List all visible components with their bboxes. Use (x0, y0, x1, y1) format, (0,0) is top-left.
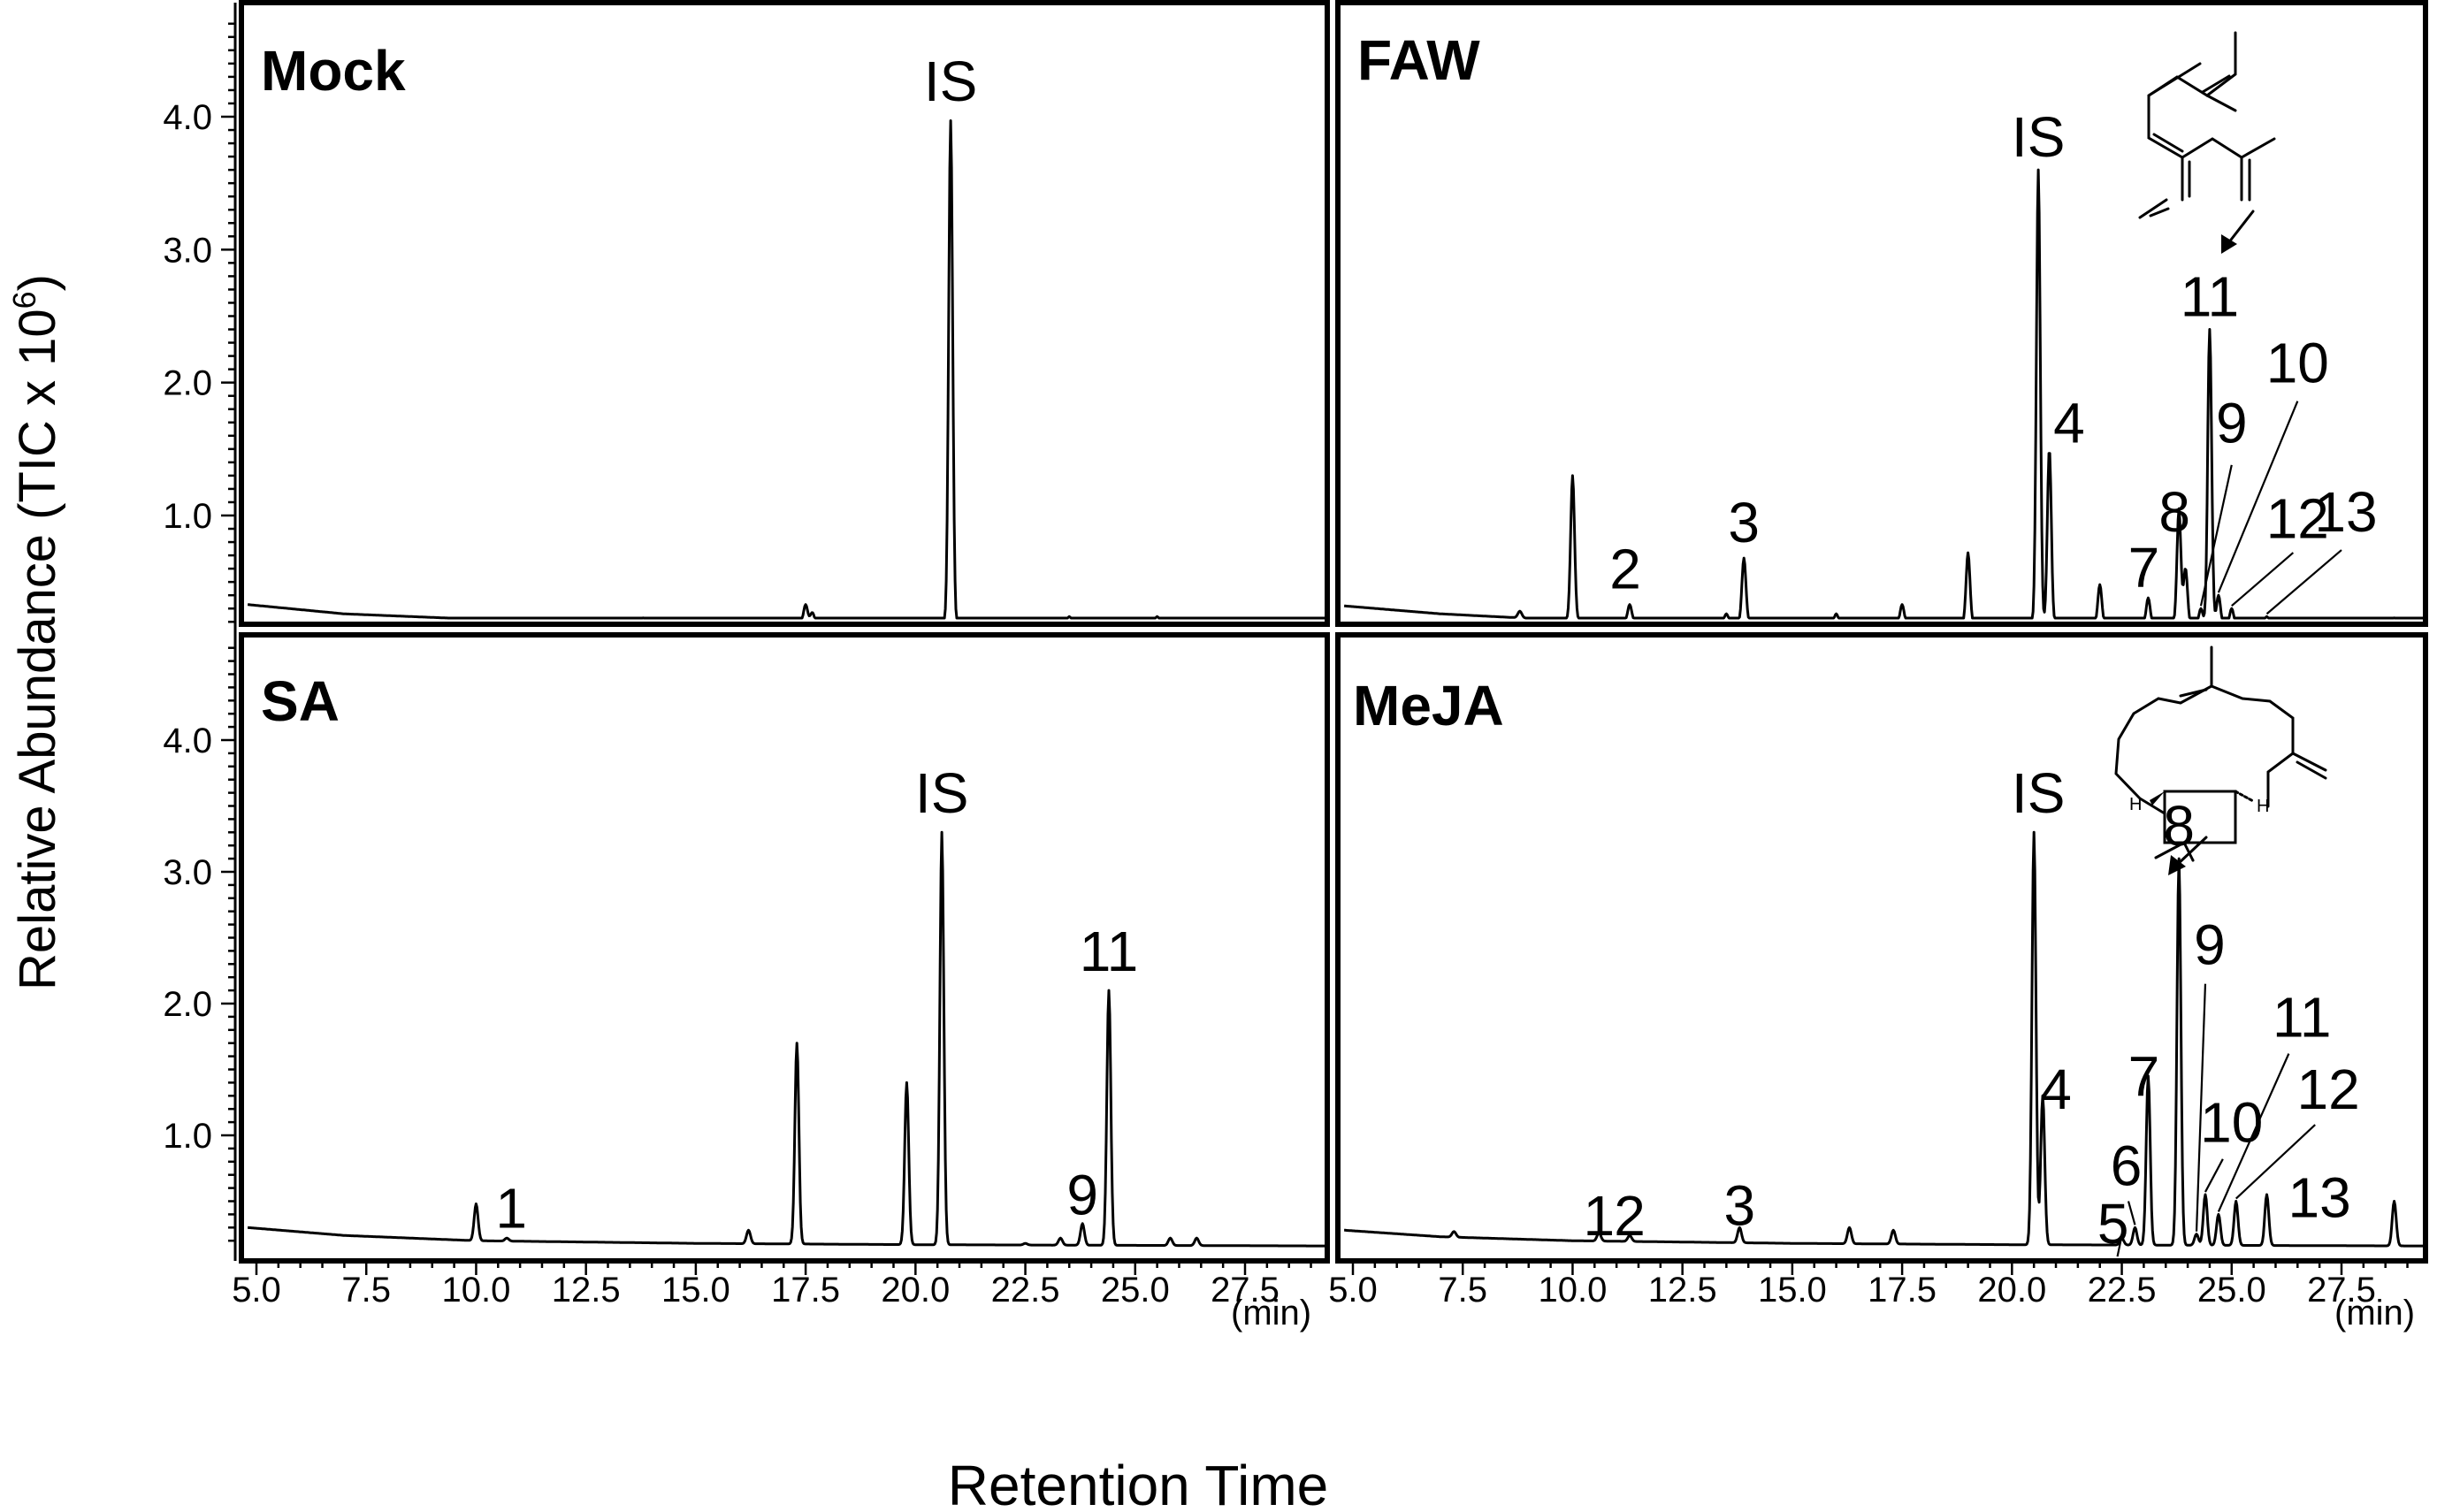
peak-label: IS (924, 50, 977, 113)
peak-leader-line (2265, 549, 2342, 615)
peak-label: 1 (495, 1176, 527, 1240)
panel-title-mock: Mock (261, 39, 406, 103)
panel-frame-faw (1335, 0, 2428, 627)
chromatogram-trace-mock (247, 119, 1327, 620)
peak-label: 12 (2266, 487, 2329, 551)
meja-arrow-icon (2168, 836, 2208, 875)
x-tick-label: 7.5 (1438, 1271, 1487, 1310)
chromatogram-traces (247, 119, 2426, 1248)
x-tick-label: 15.0 (1758, 1271, 1827, 1310)
x-tick-label: 20.0 (881, 1271, 950, 1310)
x-tick-label: 25.0 (1101, 1271, 1170, 1310)
peak-label: 11 (2273, 985, 2331, 1049)
peak-label: 3 (1728, 491, 1760, 554)
beta-caryophyllene-structure-icon: H H (2114, 645, 2327, 862)
peak-leader-line (2199, 464, 2233, 607)
peak-label: 11 (2181, 265, 2239, 329)
y-tick-label: 2.0 (163, 985, 212, 1024)
panel-frame-sa (239, 632, 1330, 1264)
peak-label: 2 (1614, 1184, 1646, 1248)
x-tick-label: 5.0 (232, 1271, 281, 1310)
x-tick-label: 10.0 (442, 1271, 511, 1310)
x-unit-label-right: (min) (2334, 1294, 2415, 1333)
x-tick-label: 22.5 (991, 1271, 1060, 1310)
y-tick-label: 3.0 (163, 231, 212, 270)
chromatogram-trace-faw (1343, 168, 2426, 620)
peak-label: IS (915, 761, 968, 825)
caryophyllene-h-right: H (2257, 797, 2269, 816)
peak-label: 12 (2296, 1058, 2359, 1121)
peak-label: 7 (2128, 1044, 2160, 1108)
x-tick-label: 12.5 (1648, 1271, 1717, 1310)
caryophyllene-h-left: H (2129, 795, 2142, 814)
x-tick-label: 27.5 (2307, 1271, 2376, 1310)
y-axis-ticks: 1.0 2.0 3.0 4.0 1.0 2.0 3.0 4.0 (163, 22, 235, 1242)
y-tick-label: 3.0 (163, 853, 212, 892)
panel-frame-meja (1335, 632, 2428, 1264)
peak-leader-line (2235, 1124, 2316, 1200)
peak-label: 13 (2288, 1165, 2351, 1229)
x-axis-ticks: 5.0 7.5 10.0 12.5 15.0 17.5 20.0 22.5 25.0 27.5 5.… (232, 1261, 2409, 1310)
panel-title-meja: MeJA (1353, 674, 1504, 737)
y-tick-label: 4.0 (163, 98, 212, 137)
peak-label: 3 (1723, 1173, 1755, 1237)
peak-leader-line (2127, 1201, 2136, 1226)
x-tick-label: 22.5 (2088, 1271, 2157, 1310)
peak-leader-line (2231, 552, 2295, 607)
peak-label: 9 (2194, 913, 2226, 976)
x-tick-label: 17.5 (1868, 1271, 1937, 1310)
x-unit-label-left: (min) (1231, 1294, 1311, 1333)
peak-label: 7 (2128, 536, 2160, 599)
x-tick-label: 12.5 (552, 1271, 621, 1310)
y-tick-label: 1.0 (163, 497, 212, 536)
peak-leader-line (2195, 983, 2207, 1232)
panel-title-sa: SA (261, 669, 340, 733)
y-axis-title: Relative Abundance (TIC x 106) (6, 274, 66, 990)
x-tick-label: 17.5 (771, 1271, 840, 1310)
chromatogram-trace-meja (1343, 830, 2426, 1248)
peak-label: 6 (2111, 1134, 2143, 1198)
peak-label: 2 (1609, 538, 1641, 601)
x-axis-title: Retention Time (948, 1454, 1328, 1512)
y-tick-label: 1.0 (163, 1117, 212, 1156)
x-tick-label: 25.0 (2197, 1271, 2266, 1310)
peak-label: 10 (2266, 332, 2329, 395)
peak-leader-line (2217, 401, 2299, 593)
x-tick-label: 27.5 (1211, 1271, 1280, 1310)
y-tick-label: 2.0 (163, 364, 212, 403)
peak-leader-line (2217, 1053, 2290, 1212)
peak-label: 8 (2158, 480, 2190, 544)
peak-label: 11 (1080, 920, 1138, 983)
x-tick-label: 7.5 (341, 1271, 391, 1310)
x-tick-label: 5.0 (1328, 1271, 1378, 1310)
x-tick-label: 15.0 (661, 1271, 730, 1310)
peak-label: 9 (2216, 391, 2248, 454)
peak-label: 9 (1066, 1163, 1098, 1226)
peak-label: IS (2012, 105, 2065, 169)
peak-label: 5 (2097, 1192, 2129, 1256)
beta-farnesene-structure-icon (2138, 31, 2276, 219)
peak-label: 13 (2314, 480, 2377, 544)
x-tick-label: 20.0 (1977, 1271, 2046, 1310)
peak-label: 8 (2163, 794, 2195, 858)
x-tick-label: 10.0 (1539, 1271, 1608, 1310)
peak-leader-line (2204, 1158, 2224, 1193)
peak-label: 1 (1583, 1184, 1615, 1248)
peak-label: 4 (2053, 391, 2085, 454)
panel-title-faw: FAW (1357, 28, 1480, 92)
panel-frame-mock (239, 0, 1330, 627)
chromatogram-trace-sa (247, 830, 1328, 1248)
peak-leader-line (2116, 1235, 2123, 1257)
faw-arrow-icon (2221, 210, 2255, 254)
peak-label: IS (2012, 761, 2065, 825)
peak-label: 4 (2040, 1058, 2072, 1121)
peak-label: 10 (2200, 1090, 2263, 1154)
y-tick-label: 4.0 (163, 722, 212, 760)
